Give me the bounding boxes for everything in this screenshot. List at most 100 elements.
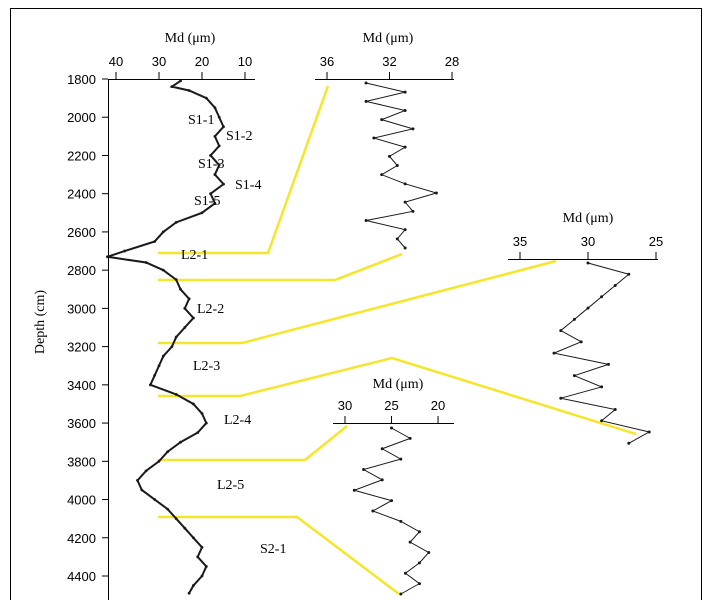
main-data-point — [213, 173, 217, 176]
main-y-tick-label: 4200 — [67, 531, 96, 546]
main-data-point — [106, 255, 109, 259]
main-data-point — [174, 393, 178, 396]
inset-2-x-tick-label: 35 — [513, 234, 527, 249]
main-data-point — [183, 306, 187, 310]
unit-annotations: S1-1 S1-2S1-3 S1-4 S1-5 L2-1 L2-2 L2-3 L2-4 L2-5… — [181, 113, 286, 557]
inset-panel-3: Md (μm) 30 25 20 — [333, 377, 454, 596]
main-data-point — [149, 383, 152, 387]
main-x-tick-label: 20 — [195, 54, 209, 69]
inset-3-data-point — [417, 530, 421, 534]
main-y-tick-label: 2800 — [67, 263, 96, 278]
inset-1-data-point — [395, 237, 399, 241]
connector-line — [158, 515, 400, 595]
main-data-point — [192, 536, 195, 540]
main-data-point — [183, 326, 187, 329]
main-y-tick-label: 3400 — [67, 378, 96, 393]
main-data-point — [204, 96, 208, 100]
inset-1-series-line — [365, 82, 439, 249]
unit-label-l2-2: L2-2 — [197, 302, 224, 317]
inset-2-data-point — [600, 419, 604, 423]
inset-1-data-point — [388, 154, 391, 158]
main-y-axis-label: Depth (cm) — [33, 290, 48, 354]
inset-3-data-point — [390, 426, 394, 430]
inset-2-data-point — [613, 284, 617, 288]
unit-label-s1-4: S1-4 — [235, 178, 261, 193]
inset-panel-1: Md (μm) 36 32 28 — [315, 31, 459, 250]
unit-label-l2-3: L2-3 — [193, 359, 220, 374]
inset-2-series-line — [552, 262, 651, 444]
inset-2-data-point — [586, 261, 590, 265]
inset-1-data-point — [395, 164, 399, 167]
unit-label-s1-3: S1-3 — [198, 157, 224, 172]
inset-2-data-point — [572, 374, 576, 378]
inset-3-x-tick-label: 25 — [384, 398, 398, 413]
inset-3-data-point — [399, 592, 403, 596]
connector-line — [158, 252, 403, 282]
main-data-point — [222, 125, 225, 129]
main-data-point — [161, 268, 165, 272]
inset-2-data-point — [600, 385, 604, 389]
inset-1-data-point — [380, 118, 384, 122]
inset-1-data-point — [403, 200, 407, 204]
inset-panel-2: Md (μm) 35 30 25 — [508, 211, 663, 445]
inset-2-data-point — [552, 351, 556, 355]
connector-layer — [158, 85, 637, 595]
inset-1-data-point — [403, 90, 407, 94]
main-data-point — [196, 555, 200, 559]
inset-3-x-tick-label: 30 — [338, 398, 352, 413]
main-data-point — [157, 364, 161, 368]
main-data-point — [192, 402, 195, 406]
inset-3-data-point — [371, 509, 375, 513]
main-x-tick-label: 10 — [238, 54, 252, 69]
main-data-point — [166, 450, 170, 454]
unit-label-l2-1: L2-1 — [181, 248, 208, 263]
main-data-point — [153, 498, 157, 501]
main-data-point — [179, 79, 182, 83]
main-x-tick-label: 30 — [152, 54, 166, 69]
main-data-point — [179, 440, 182, 444]
main-y-tick-label: 2000 — [67, 110, 96, 125]
main-data-point — [200, 574, 204, 578]
inset-1-data-point — [403, 145, 407, 149]
main-data-point — [217, 115, 221, 119]
connector-line — [158, 85, 330, 255]
inset-3-x-tick-label: 20 — [431, 398, 445, 413]
inset-2-data-point — [606, 362, 610, 366]
inset-2-data-point — [613, 407, 617, 411]
main-data-point — [144, 261, 148, 264]
main-y-tick-label: 3800 — [67, 454, 96, 469]
inset-1-data-point — [403, 246, 407, 250]
inset-1-data-point — [380, 173, 384, 177]
inset-2-data-point — [586, 306, 590, 310]
connector-line — [158, 259, 557, 345]
inset-1-x-tick-label: 32 — [382, 54, 396, 69]
main-data-point — [170, 85, 174, 89]
main-data-point — [157, 459, 161, 463]
main-data-point — [213, 201, 217, 205]
main-y-tick-label: 4400 — [67, 569, 96, 584]
unit-label-s1-1: S1-1 — [188, 113, 214, 128]
inset-1-data-point — [411, 127, 415, 131]
main-data-point — [204, 421, 208, 425]
inset-2-x-axis-label: Md (μm) — [563, 211, 614, 226]
unit-label-l2-4: L2-4 — [224, 413, 251, 428]
main-y-tick-label: 2400 — [67, 187, 96, 202]
main-data-point — [200, 545, 204, 549]
inset-2-data-point — [559, 329, 563, 333]
inset-3-data-point — [408, 540, 412, 544]
main-y-tick-label: 4000 — [67, 493, 96, 508]
main-data-point — [153, 240, 157, 243]
main-data-point — [166, 507, 170, 511]
main-data-point — [174, 335, 178, 339]
main-y-tick-label: 3000 — [67, 301, 96, 316]
main-data-point — [209, 192, 213, 196]
main-data-point — [217, 163, 221, 167]
main-y-tick-label: 3200 — [67, 340, 96, 355]
main-data-point — [192, 316, 195, 320]
inset-3-data-point — [380, 447, 384, 451]
inset-3-data-point — [417, 561, 421, 565]
connector-line — [158, 425, 348, 462]
inset-1-data-point — [364, 81, 368, 85]
